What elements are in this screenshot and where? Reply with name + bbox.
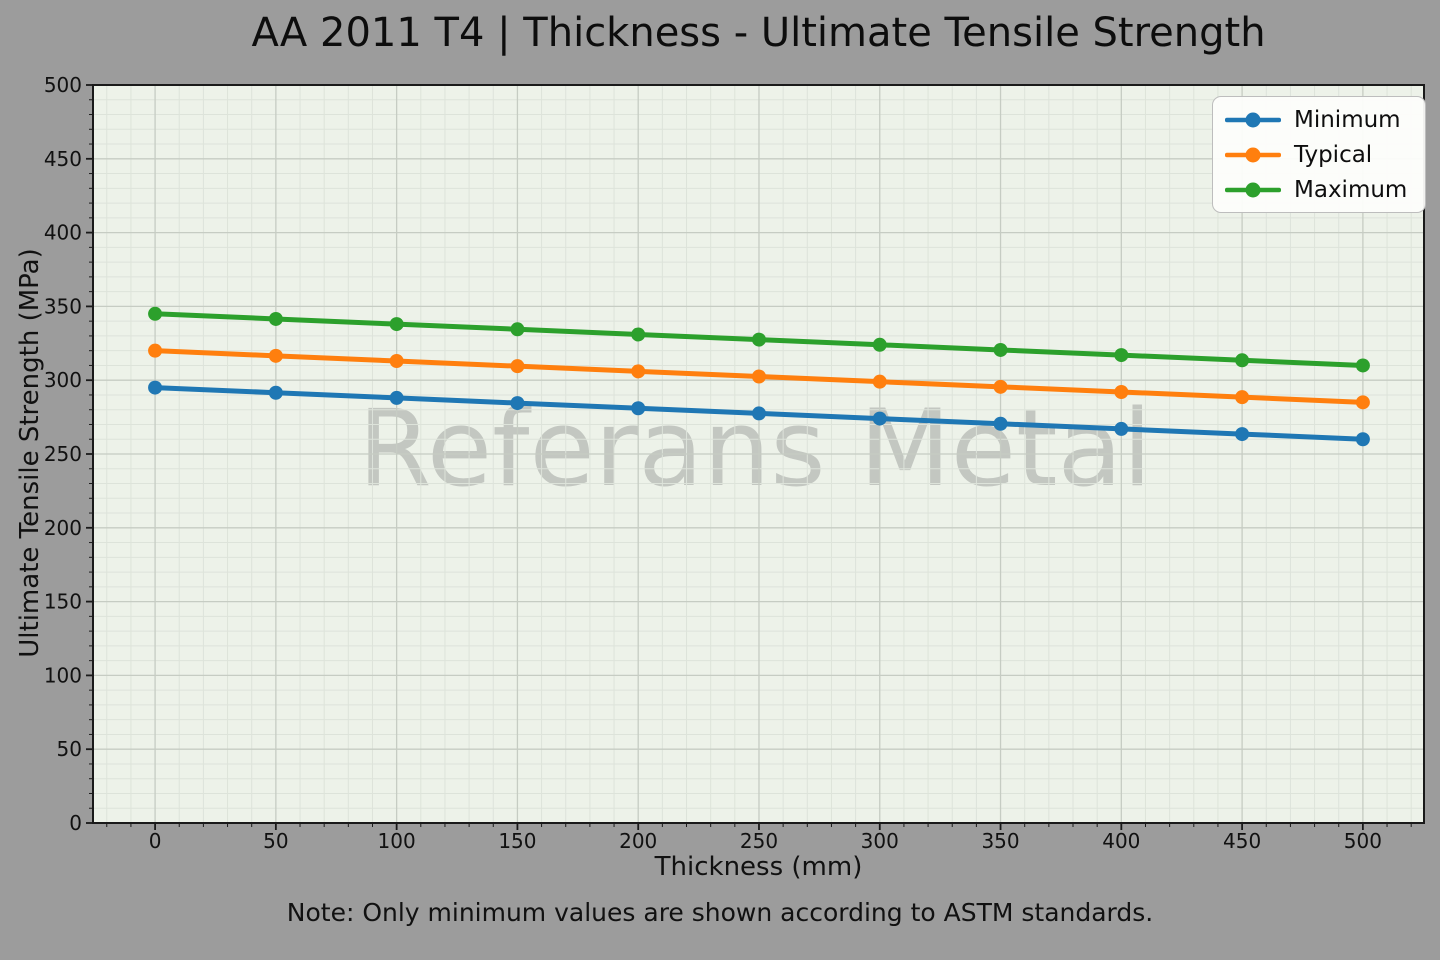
data-point: [993, 379, 1008, 394]
data-point: [1235, 353, 1250, 368]
legend-label: Typical: [1294, 141, 1373, 168]
legend-item-typical: Typical: [1225, 137, 1407, 172]
series-typical: [148, 343, 1370, 410]
data-point: [872, 337, 887, 352]
data-point: [268, 311, 283, 326]
data-point: [510, 322, 525, 337]
data-point: [751, 332, 766, 347]
x-tick-label: 250: [740, 829, 778, 853]
data-point: [1114, 348, 1129, 363]
x-tick-label: 100: [378, 829, 416, 853]
y-tick-label: 300: [44, 368, 82, 392]
data-point: [510, 396, 525, 411]
legend: Minimum Typical Maximum: [1212, 96, 1427, 213]
data-point: [389, 390, 404, 405]
x-axis-label: Thickness (mm): [654, 852, 863, 882]
data-point: [1355, 432, 1370, 447]
chart-title: AA 2011 T4 | Thickness - Ultimate Tensil…: [251, 10, 1266, 56]
data-point: [268, 348, 283, 363]
y-tick-label: 50: [57, 737, 82, 761]
data-point: [148, 343, 163, 358]
y-tick-label: 0: [69, 811, 82, 835]
data-point: [993, 416, 1008, 431]
data-point: [872, 411, 887, 426]
data-point: [1114, 385, 1129, 400]
legend-swatch-icon: [1225, 182, 1281, 197]
data-point: [872, 374, 887, 389]
x-tick-label: 300: [861, 829, 899, 853]
x-tick-label: 0: [149, 829, 162, 853]
x-tick-label: 350: [981, 829, 1019, 853]
x-tick-label: 50: [263, 829, 288, 853]
data-point: [389, 317, 404, 332]
x-tick-label: 400: [1102, 829, 1140, 853]
data-point: [1235, 427, 1250, 442]
y-tick-label: 500: [44, 73, 82, 97]
data-point: [993, 342, 1008, 357]
y-tick-label: 200: [44, 516, 82, 540]
y-tick-label: 150: [44, 590, 82, 614]
data-point: [751, 369, 766, 384]
data-point: [631, 401, 646, 416]
watermark: Referans Metal: [358, 387, 1152, 510]
footnote: Note: Only minimum values are shown acco…: [286, 898, 1154, 927]
data-point: [148, 306, 163, 321]
y-tick-label: 400: [44, 221, 82, 245]
data-point: [148, 380, 163, 395]
legend-swatch-icon: [1225, 112, 1281, 127]
legend-item-minimum: Minimum: [1225, 102, 1407, 137]
y-tick-label: 100: [44, 663, 82, 687]
legend-label: Maximum: [1294, 176, 1408, 203]
series-minimum: [148, 380, 1370, 447]
data-point: [1355, 358, 1370, 373]
axis-ticks: [86, 84, 1412, 830]
data-point: [1114, 421, 1129, 436]
x-tick-label: 450: [1223, 829, 1261, 853]
legend-swatch-icon: [1225, 147, 1281, 162]
data-point: [751, 406, 766, 421]
x-tick-label: 200: [619, 829, 657, 853]
legend-item-maximum: Maximum: [1225, 172, 1407, 207]
data-point: [631, 364, 646, 379]
data-point: [1235, 390, 1250, 405]
data-point: [1355, 395, 1370, 410]
x-tick-label: 150: [498, 829, 536, 853]
y-tick-label: 450: [44, 147, 82, 171]
data-point: [510, 359, 525, 374]
data-point: [268, 385, 283, 400]
series-maximum: [148, 306, 1370, 373]
legend-label: Minimum: [1294, 106, 1401, 133]
data-point: [389, 354, 404, 369]
y-tick-label: 250: [44, 442, 82, 466]
data-point: [631, 327, 646, 342]
x-tick-label: 500: [1344, 829, 1382, 853]
y-tick-label: 350: [44, 294, 82, 318]
